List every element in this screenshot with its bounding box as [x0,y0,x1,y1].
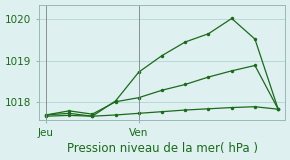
X-axis label: Pression niveau de la mer( hPa ): Pression niveau de la mer( hPa ) [66,142,258,155]
